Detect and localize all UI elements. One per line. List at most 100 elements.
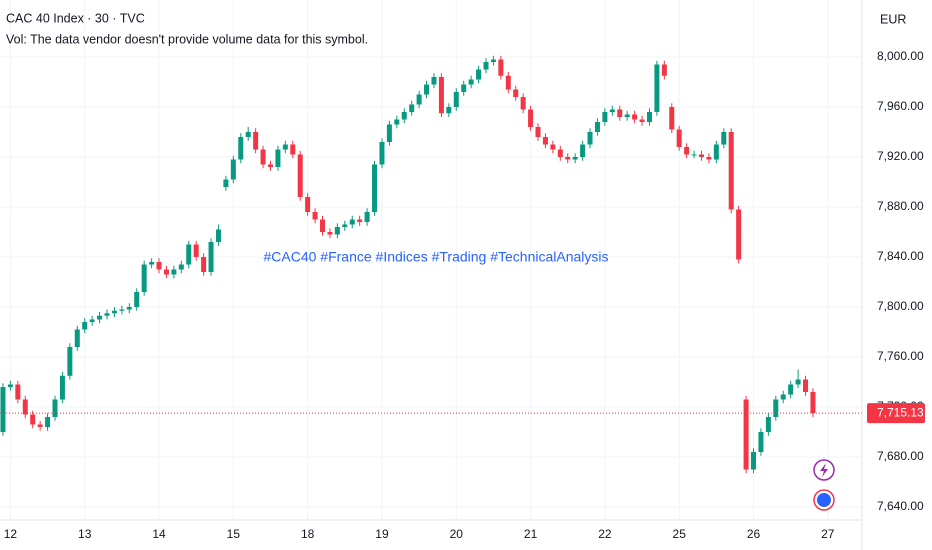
candle-body (201, 257, 207, 272)
candle-body (282, 144, 288, 150)
x-tick-label: 21 (524, 527, 538, 541)
candle-body (743, 399, 749, 470)
candle-body (661, 64, 667, 76)
candle-body (253, 132, 259, 150)
candle-body (728, 132, 734, 210)
candle-body (0, 387, 6, 432)
candle-body (580, 144, 586, 157)
candle-body (424, 84, 430, 95)
x-tick-label: 20 (450, 527, 464, 541)
x-tick-label: 15 (227, 527, 241, 541)
candle-body (312, 212, 318, 220)
candle-body (67, 347, 73, 376)
candle-body (758, 432, 764, 452)
candle-body (446, 107, 452, 114)
candle-body (364, 212, 370, 222)
candle-body (45, 417, 51, 427)
candle-body (104, 313, 110, 316)
candle-body (394, 119, 400, 125)
candle-body (238, 137, 244, 160)
candle-body (215, 229, 221, 242)
y-tick-label: 7,880.00 (877, 199, 924, 213)
candle-body (609, 109, 615, 112)
candle-body (736, 209, 742, 260)
candle-body (111, 310, 117, 314)
candle-body (230, 159, 236, 180)
candle-body (669, 107, 675, 130)
candle-body (698, 154, 704, 157)
x-tick-label: 14 (152, 527, 166, 541)
candle-body (721, 132, 727, 145)
candle-body (163, 269, 169, 275)
y-tick-label: 7,960.00 (877, 99, 924, 113)
last-price-label: 7,715.13 (877, 405, 924, 419)
chart-subtitle: Vol: The data vendor doesn't provide vol… (6, 32, 368, 46)
candle-body (386, 124, 392, 142)
candle-body (357, 219, 363, 222)
candle-body (535, 127, 541, 137)
candle-body (557, 149, 563, 157)
candle-body (290, 144, 296, 155)
currency[interactable]: EUR (880, 12, 906, 26)
candle-body (476, 69, 482, 80)
y-tick-label: 8,000.00 (877, 49, 924, 63)
candle-body (602, 112, 608, 122)
candle-body (186, 244, 192, 265)
candle-body (245, 132, 251, 137)
annotation: #CAC40 #France #Indices #Trading #Techni… (264, 249, 609, 265)
candle-body (305, 197, 311, 212)
last-price-box (867, 403, 925, 424)
candle-body (505, 75, 511, 90)
x-tick-label: 19 (375, 527, 389, 541)
y-tick-label: 7,680.00 (877, 449, 924, 463)
x-tick-label: 25 (673, 527, 687, 541)
candle-body (372, 164, 378, 212)
candle-body (119, 309, 125, 311)
candle-body (141, 264, 147, 292)
candle-body (676, 129, 682, 147)
x-tick-label: 18 (301, 527, 315, 541)
x-tick-label: 13 (78, 527, 92, 541)
candle-body (594, 122, 600, 132)
candle-body (409, 104, 415, 112)
candle-body (82, 322, 88, 330)
candle-body (639, 119, 645, 122)
candle-body (134, 292, 140, 307)
candle-body (342, 224, 348, 227)
candle-body (260, 149, 266, 165)
y-tick-label: 7,840.00 (877, 249, 924, 263)
candle-body (654, 64, 660, 112)
candle-body (37, 424, 43, 427)
candle-body (379, 142, 385, 165)
candle-body (15, 384, 21, 400)
candle-body (7, 384, 13, 387)
candle-body (461, 84, 467, 92)
candle-body (468, 79, 474, 85)
candle-body (89, 319, 95, 322)
candle-body (565, 157, 571, 160)
currency-box[interactable] (870, 6, 925, 34)
candle-body (572, 157, 578, 160)
candle-body (59, 375, 65, 400)
candle-body (617, 109, 623, 117)
x-tick-label: 27 (821, 527, 835, 541)
candle-body (632, 114, 638, 120)
candle-body (706, 157, 712, 160)
candle-body (773, 399, 779, 417)
candle-body (483, 62, 489, 70)
candle-body (52, 399, 58, 417)
x-tick-label: 12 (4, 527, 18, 541)
candle-body (803, 379, 809, 392)
candle-body (550, 144, 556, 150)
candle-body (490, 59, 496, 62)
candle-body (74, 329, 80, 347)
candle-body (780, 394, 786, 400)
y-tick-label: 7,800.00 (877, 299, 924, 313)
candle-body (416, 94, 422, 105)
candle-body (178, 264, 184, 270)
candle-body (171, 269, 177, 275)
candle-body (646, 112, 652, 122)
candle-body (401, 112, 407, 120)
event-icon-bolt (820, 463, 828, 477)
